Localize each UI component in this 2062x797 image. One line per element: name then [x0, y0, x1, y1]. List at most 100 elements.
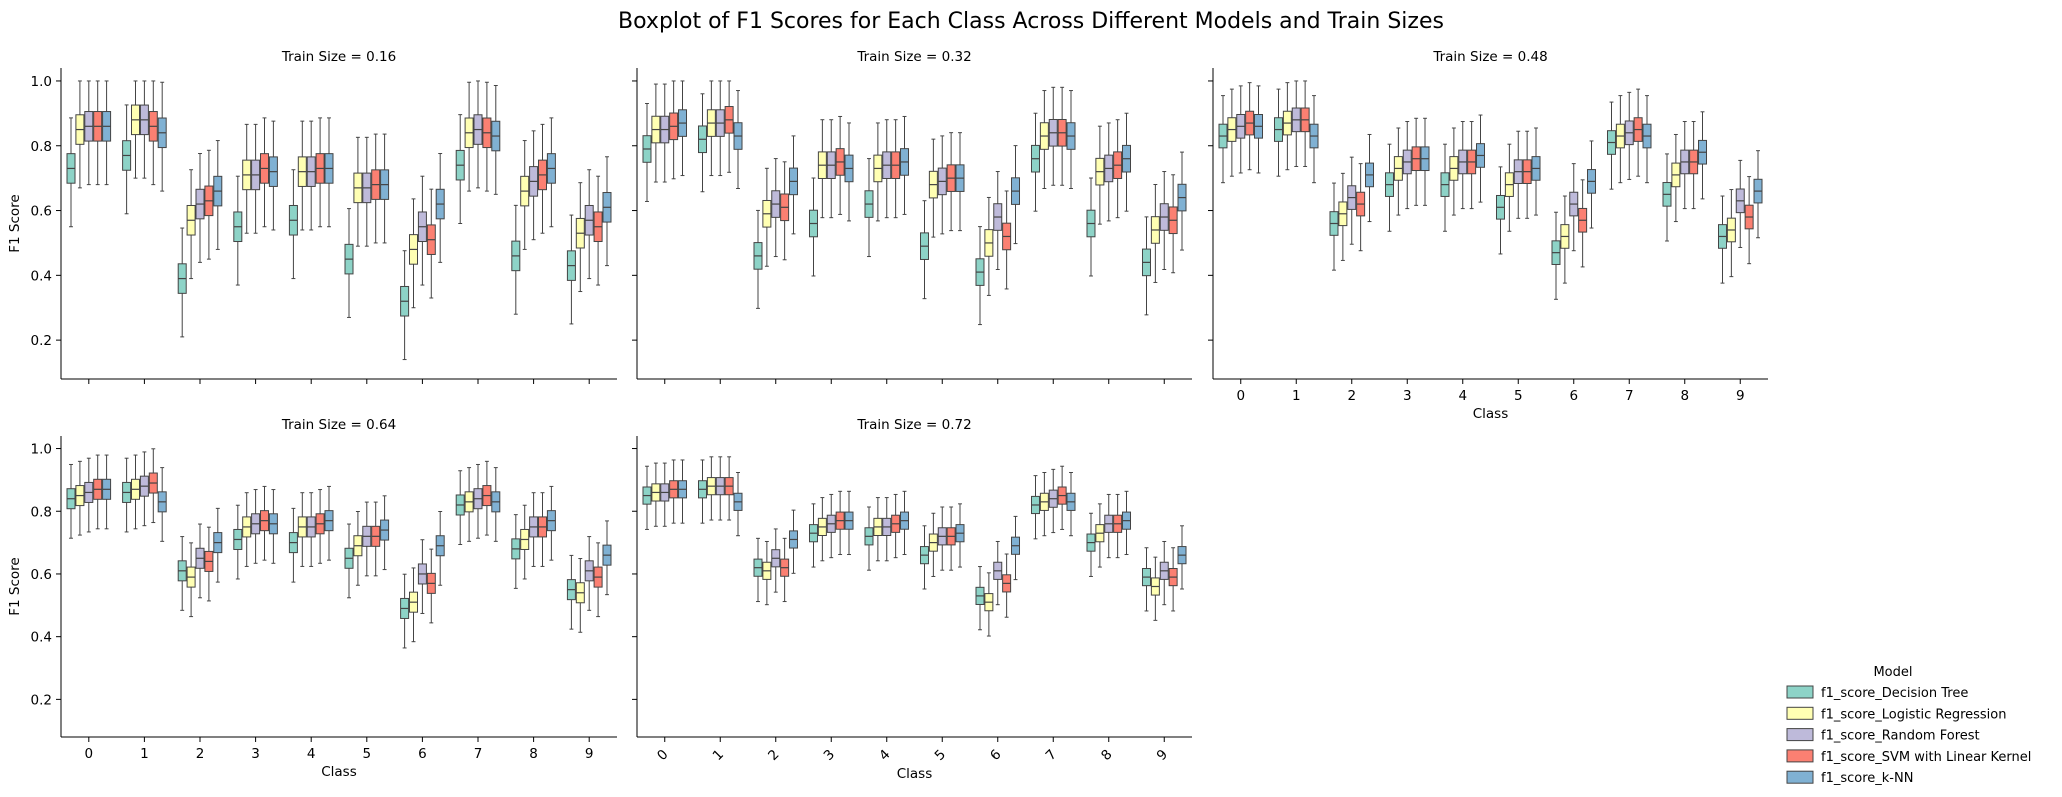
- x-tick-label: 0: [1236, 388, 1245, 404]
- box-class-2-model-3: [195, 523, 205, 599]
- box-class-8-model-3: [529, 130, 539, 241]
- box-class-1-model-4: [148, 80, 158, 186]
- x-tick-label: 4: [876, 747, 893, 764]
- box-class-6-model-4: [1002, 553, 1012, 618]
- y-axis-label: F1 Score: [7, 557, 23, 615]
- legend: Model f1_score_Decision Tree f1_score_Logi…: [1786, 665, 2031, 786]
- box-class-3-model-5: [268, 489, 278, 564]
- box-class-4-model-5: [324, 117, 334, 228]
- box-class-4-model-1: [864, 158, 874, 258]
- panels: Train Size = 0.16 0.2 0.4 0.6 0.8 1.0 F1 Score…: [7, 49, 1768, 782]
- x-axis-label: Class: [321, 764, 357, 780]
- box-class-8-model-5: [546, 117, 556, 228]
- box-class-6-model-4: [1578, 179, 1588, 268]
- box-class-8-model-5: [546, 485, 556, 561]
- box-class-1-model-5: [733, 90, 743, 190]
- box-class-5-model-2: [928, 512, 938, 577]
- box-class-3-model-3: [251, 123, 261, 234]
- x-tick-label: 9: [1154, 747, 1171, 764]
- box-class-0-model-2: [651, 462, 661, 527]
- panel-4: Train Size = 0.64 0.2 0.4 0.6 0.8 1.0 0 1 2 3 4 5 6 7…: [7, 417, 617, 780]
- legend-title: Model: [1873, 665, 1912, 680]
- box-class-1-model-5: [1309, 95, 1319, 184]
- box-class-7-model-3: [473, 80, 483, 189]
- box-class-7-model-3: [1048, 86, 1058, 186]
- box-class-9-model-4: [1168, 547, 1178, 612]
- box-class-2-model-1: [753, 537, 763, 603]
- box-class-5-model-2: [353, 511, 363, 586]
- x-tick-label: 2: [765, 747, 782, 764]
- box-class-5-model-4: [371, 133, 381, 244]
- x-tick-label: 2: [1347, 388, 1356, 404]
- box-class-1-model-5: [157, 467, 167, 542]
- box-class-7-model-5: [491, 84, 501, 195]
- box-class-5-model-2: [928, 138, 938, 238]
- box-class-6-model-3: [993, 171, 1003, 271]
- y-tick-label: 0.6: [31, 204, 52, 220]
- box-class-4-model-1: [864, 506, 874, 571]
- box-class-7-model-5: [1066, 90, 1076, 190]
- box-class-2-model-2: [1338, 172, 1348, 261]
- x-tick-label: 2: [196, 746, 205, 762]
- box-class-5-model-4: [1522, 130, 1532, 219]
- box-class-7-model-3: [1048, 468, 1058, 534]
- box-class-0-model-1: [1218, 95, 1228, 184]
- box-class-9-model-1: [1141, 547, 1151, 612]
- box-class-1-model-1: [697, 459, 707, 524]
- panel-2: Train Size = 0.32: [632, 49, 1192, 384]
- box-class-3-model-3: [826, 493, 836, 559]
- box-class-4-model-4: [891, 493, 901, 559]
- box-class-9-model-4: [1168, 174, 1178, 274]
- box-class-4-model-5: [1476, 114, 1486, 203]
- box-class-5-model-2: [353, 136, 363, 247]
- box-class-9-model-5: [1177, 525, 1187, 590]
- box-class-0-model-4: [1245, 82, 1255, 171]
- box-class-3-model-2: [817, 497, 827, 562]
- box-class-2-model-2: [762, 540, 772, 606]
- box-class-7-model-2: [464, 81, 474, 192]
- box-class-9-model-3: [584, 536, 594, 611]
- x-tick-label: 7: [474, 746, 483, 762]
- box-class-8-model-4: [1113, 493, 1123, 559]
- box-class-9-model-3: [1159, 540, 1169, 606]
- y-tick-label: 0.4: [31, 630, 52, 646]
- legend-swatch: [1786, 706, 1814, 720]
- box-class-8-model-1: [511, 204, 521, 315]
- box-class-4-model-3: [882, 119, 892, 219]
- box-class-5-model-5: [380, 133, 390, 244]
- box-class-5-model-1: [344, 523, 354, 599]
- box-class-4-model-2: [873, 122, 883, 222]
- box-class-9-model-1: [566, 214, 576, 325]
- box-class-5-model-3: [937, 506, 947, 571]
- box-class-2-model-4: [204, 149, 214, 260]
- box-class-5-model-3: [937, 135, 947, 235]
- box-class-5-model-3: [362, 136, 372, 247]
- box-class-9-model-2: [575, 558, 585, 633]
- box-class-8-model-2: [520, 504, 530, 580]
- box-class-6-model-2: [1560, 195, 1570, 284]
- box-class-1-model-1: [697, 93, 707, 193]
- box-class-2-model-5: [213, 140, 223, 250]
- box-class-7-model-5: [1642, 95, 1652, 184]
- y-tick-label: 0.8: [31, 504, 52, 520]
- box-class-4-model-2: [1449, 127, 1459, 216]
- box-class-4-model-2: [297, 120, 307, 231]
- box-class-1-model-1: [122, 457, 132, 533]
- box-class-6-model-3: [993, 540, 1003, 606]
- box-class-3-model-4: [835, 490, 845, 556]
- box-class-3-model-2: [242, 492, 252, 567]
- box-class-0-model-2: [651, 83, 661, 183]
- box-class-9-model-5: [1177, 151, 1187, 251]
- box-class-3-model-2: [1393, 127, 1403, 216]
- box-class-1-model-4: [1300, 80, 1310, 167]
- box-class-0-model-5: [102, 80, 112, 186]
- panel-title: Train Size = 0.72: [856, 417, 971, 433]
- box-class-4-model-3: [306, 492, 316, 567]
- box-class-5-model-3: [1513, 130, 1523, 219]
- box-class-2-model-4: [780, 161, 790, 261]
- x-tick-label: 5: [932, 747, 949, 764]
- box-class-6-model-5: [435, 153, 445, 263]
- box-class-9-model-1: [566, 554, 576, 630]
- box-class-7-model-5: [491, 467, 501, 542]
- box-class-9-model-2: [1726, 189, 1736, 278]
